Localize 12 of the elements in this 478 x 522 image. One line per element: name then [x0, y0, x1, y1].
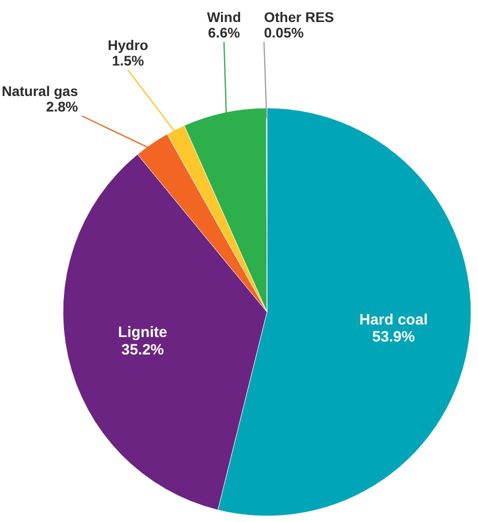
slice-label: Natural gas [2, 83, 78, 99]
data-label: 35.2% [121, 341, 164, 358]
data-label: 6.6% [208, 24, 240, 40]
data-label: 53.9% [372, 328, 415, 346]
slice-label: Wind [206, 9, 242, 25]
slice-label: Lignite [118, 324, 168, 342]
slice-label: Other RES [264, 9, 334, 25]
data-label: 0.05% [264, 24, 304, 40]
data-label: 1.5% [112, 52, 144, 68]
data-label: 2.8% [46, 98, 79, 114]
slice-label: Hydro [108, 37, 148, 53]
slice-label: Hard coal [359, 311, 428, 328]
